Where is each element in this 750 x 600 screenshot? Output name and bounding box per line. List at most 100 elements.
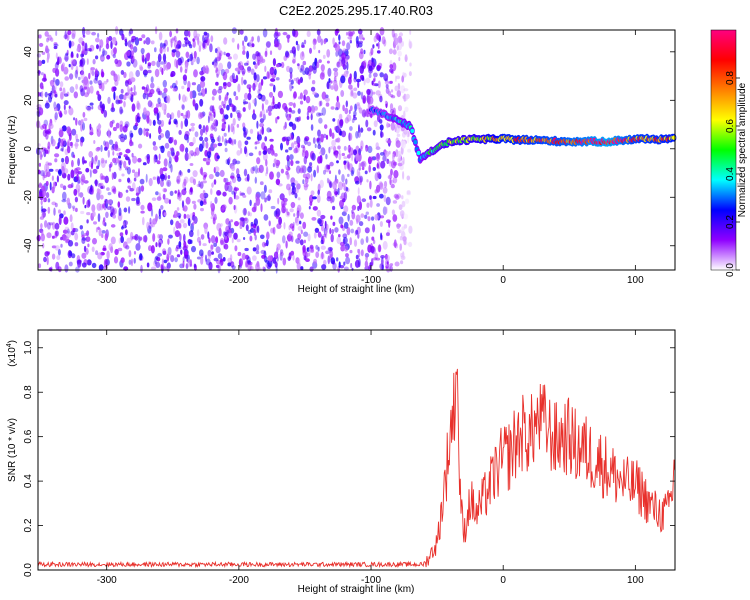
- noise-cell: [246, 256, 251, 264]
- noise-cell: [389, 80, 393, 84]
- noise-cell: [245, 224, 249, 232]
- noise-cell: [197, 92, 203, 96]
- noise-cell: [376, 163, 379, 169]
- noise-cell: [397, 150, 402, 159]
- noise-cell: [257, 89, 261, 95]
- noise-cell: [232, 158, 237, 165]
- noise-cell: [64, 93, 69, 97]
- noise-cell: [230, 139, 233, 145]
- noise-cell: [246, 186, 252, 195]
- noise-cell: [380, 258, 384, 266]
- noise-cell: [329, 182, 332, 188]
- noise-cell: [336, 124, 341, 134]
- noise-cell: [182, 43, 186, 48]
- noise-cell: [97, 159, 101, 168]
- noise-cell: [360, 249, 364, 257]
- noise-cell: [195, 33, 201, 38]
- noise-cell: [291, 85, 294, 89]
- noise-cell: [102, 219, 106, 226]
- noise-cell: [370, 47, 374, 56]
- noise-cell: [311, 152, 316, 161]
- noise-cell: [198, 45, 202, 52]
- noise-cell: [218, 86, 223, 90]
- noise-cell: [166, 252, 172, 258]
- noise-cell: [101, 233, 104, 238]
- noise-cell: [356, 169, 359, 178]
- noise-cell: [89, 123, 92, 130]
- noise-cell: [95, 147, 100, 152]
- noise-cell: [275, 77, 280, 81]
- noise-cell: [355, 154, 359, 162]
- noise-cell: [130, 87, 133, 92]
- noise-cell: [356, 195, 361, 205]
- noise-cell: [308, 65, 314, 72]
- noise-cell: [210, 203, 214, 209]
- noise-cell: [355, 131, 359, 139]
- noise-cell: [405, 198, 410, 204]
- noise-cell: [71, 29, 76, 38]
- noise-cell: [303, 231, 309, 237]
- noise-cell: [68, 132, 72, 141]
- noise-cell: [273, 104, 279, 109]
- noise-cell: [85, 247, 89, 255]
- noise-cell: [292, 254, 295, 261]
- noise-cell: [248, 102, 252, 111]
- noise-cell: [41, 185, 46, 192]
- noise-cell: [401, 200, 406, 208]
- noise-cell: [222, 123, 226, 130]
- noise-cell: [227, 262, 232, 267]
- noise-cell: [118, 207, 122, 217]
- noise-cell: [260, 78, 264, 86]
- noise-cell: [258, 164, 264, 174]
- noise-cell: [341, 130, 347, 138]
- noise-cell: [285, 112, 288, 118]
- noise-cell: [249, 261, 253, 266]
- noise-cell: [249, 128, 254, 134]
- noise-cell: [396, 75, 400, 80]
- noise-cell: [183, 213, 187, 219]
- noise-cell: [333, 188, 339, 195]
- noise-cell: [259, 122, 265, 128]
- noise-cell: [274, 68, 277, 76]
- noise-cell: [310, 113, 313, 121]
- noise-cell: [199, 200, 204, 207]
- noise-cell: [341, 40, 346, 47]
- noise-cell: [63, 216, 69, 225]
- noise-cell: [237, 43, 240, 50]
- noise-cell: [170, 112, 175, 120]
- noise-cell: [169, 30, 173, 38]
- noise-cell: [290, 110, 296, 114]
- noise-cell: [331, 229, 335, 234]
- noise-cell: [318, 59, 322, 63]
- snr-frame: [37, 329, 676, 571]
- noise-cell: [44, 149, 49, 154]
- noise-cell: [331, 132, 335, 139]
- noise-cell: [296, 183, 301, 190]
- noise-cell: [63, 210, 66, 216]
- noise-cell: [264, 136, 268, 142]
- noise-cell: [333, 145, 337, 152]
- noise-cell: [231, 37, 235, 43]
- noise-cell: [186, 87, 190, 92]
- noise-cell: [333, 70, 339, 78]
- noise-cell: [156, 176, 161, 185]
- noise-cell: [408, 39, 411, 48]
- noise-cell: [349, 105, 353, 111]
- noise-cell: [106, 36, 109, 46]
- noise-cell: [115, 99, 121, 105]
- noise-cell: [192, 38, 195, 42]
- noise-cell: [347, 161, 350, 171]
- noise-cell: [183, 233, 186, 243]
- noise-cell: [187, 258, 191, 268]
- noise-cell: [40, 170, 46, 177]
- noise-cell: [275, 214, 280, 220]
- noise-cell: [85, 30, 91, 35]
- noise-cell: [227, 56, 232, 60]
- noise-cell: [401, 40, 405, 47]
- noise-cell: [39, 151, 43, 161]
- noise-cell: [266, 231, 270, 240]
- noise-cell: [97, 94, 102, 102]
- noise-cell: [59, 81, 64, 88]
- noise-cell: [205, 67, 210, 75]
- noise-cell: [270, 205, 276, 210]
